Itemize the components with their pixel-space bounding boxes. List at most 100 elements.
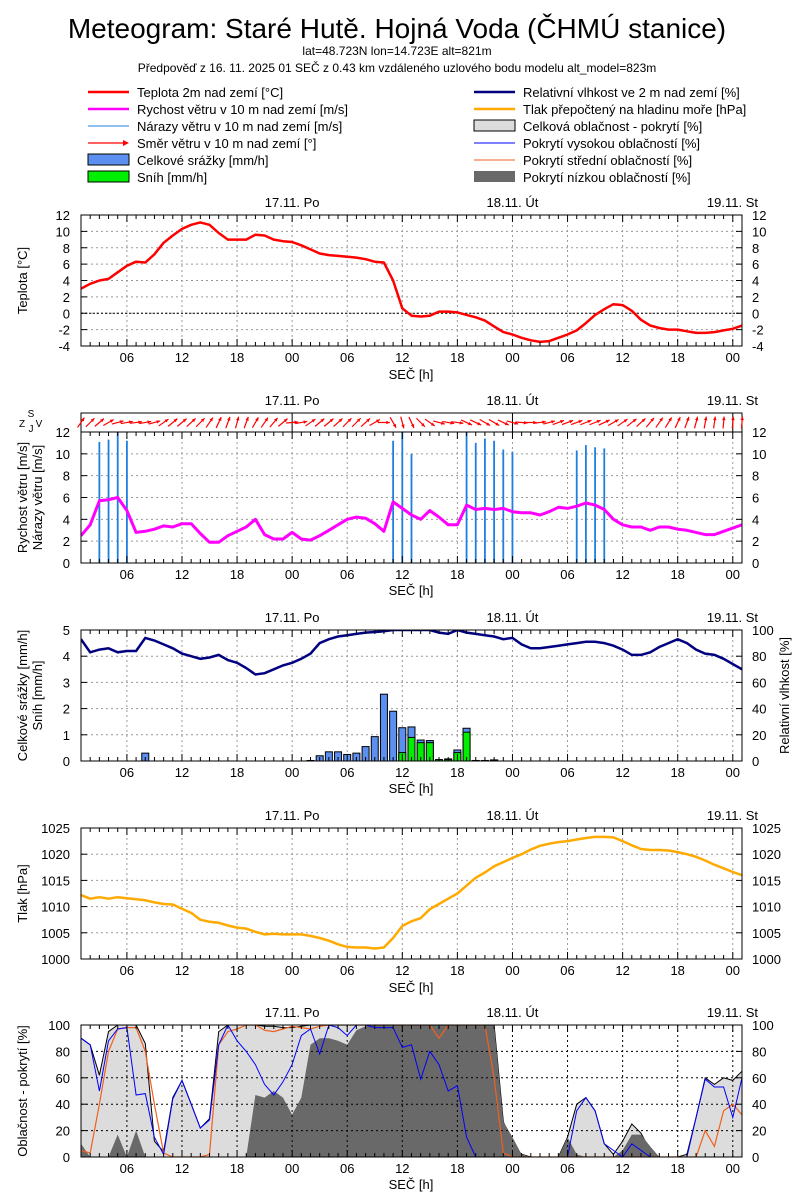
wind-arrow — [589, 419, 601, 426]
wind-arrow — [552, 419, 565, 426]
arrow-icon — [659, 417, 663, 422]
wind-arrow — [580, 419, 592, 426]
wind-arrow — [243, 416, 249, 429]
wind-arrow — [225, 416, 231, 429]
x-tick-label: 12 — [615, 350, 629, 365]
legend-item: Pokrytí střední oblačností [%] — [474, 153, 692, 168]
wind-arrow — [234, 416, 240, 429]
wind-arrow — [740, 416, 744, 429]
x-tick-label: 06 — [120, 350, 134, 365]
wind-arrow — [415, 417, 426, 428]
chart-title: Meteogram: Staré Hutě. Hojná Voda (ČHMÚ … — [68, 13, 726, 44]
y-tick-label: 1025 — [41, 821, 70, 836]
arrow-icon — [605, 419, 610, 424]
x-tick-label: 06 — [120, 963, 134, 978]
arrow-icon — [578, 420, 583, 424]
wind-arrow — [77, 417, 85, 428]
y-tick-label-right: 20 — [752, 1124, 766, 1139]
wind-arrow — [598, 419, 610, 426]
precip-bar — [324, 751, 333, 761]
y-tick-label-right: 60 — [752, 1071, 766, 1086]
x-tick-label: 00 — [285, 567, 299, 582]
y-tick-label-right: 40 — [752, 1097, 766, 1112]
arrow-icon — [459, 421, 464, 425]
arrow-icon — [467, 421, 472, 426]
wind-arrow — [497, 419, 509, 426]
y-axis-label: Sníh [mm/h] — [30, 660, 45, 730]
y-tick-label-right: 4 — [752, 274, 759, 289]
x-tick-label: 00 — [726, 350, 740, 365]
legend-swatch — [87, 153, 130, 166]
y-tick-label-right: 1010 — [752, 900, 781, 915]
wind-arrow — [176, 418, 187, 427]
arrow-icon — [311, 419, 316, 423]
x-tick-label: 06 — [560, 765, 574, 780]
legend-label: Nárazy větru v 10 m nad zemí [m/s] — [137, 119, 342, 134]
arrow-icon — [80, 417, 85, 422]
series-line — [81, 835, 742, 950]
day-label: 19.11. St — [707, 195, 758, 210]
arrow-icon — [495, 422, 500, 426]
legend-label: Pokrytí střední oblačností [%] — [523, 153, 692, 168]
y-axis-label: Tlak [hPa] — [15, 864, 30, 923]
legend-item: Tlak přepočtený na hladinu moře [hPa] — [474, 102, 746, 117]
x-tick-label: 00 — [285, 765, 299, 780]
compass-letter: Z — [19, 419, 25, 430]
wind-arrow — [433, 420, 445, 425]
legend-label: Celkové srážky [mm/h] — [137, 153, 268, 168]
forecast-info: Předpověď z 16. 11. 2025 01 SEČ z 0.43 k… — [138, 60, 657, 75]
arrow-icon — [283, 418, 288, 423]
y-tick-label: 60 — [56, 1071, 70, 1086]
arrow-icon — [632, 418, 637, 423]
y-tick-label-right: 80 — [752, 1044, 766, 1059]
x-tick-label: 06 — [340, 765, 354, 780]
y-axis-label-right: Relativní vlhkost [%] — [777, 637, 792, 754]
legend-label: Teplota 2m nad zemí [°C] — [137, 85, 283, 100]
plot-area — [81, 1025, 742, 1157]
precip-bar — [361, 746, 370, 761]
x-tick-label: 12 — [175, 765, 189, 780]
y-tick-label-right: -2 — [752, 323, 764, 338]
wind-arrow — [684, 416, 690, 429]
y-tick-label-right: 0 — [752, 306, 759, 321]
day-label: 18.11. Út — [487, 610, 539, 625]
wind-arrow — [674, 416, 681, 429]
arrow-icon — [614, 419, 619, 423]
x-tick-label: 06 — [560, 1161, 574, 1176]
y-tick-label-right: 1000 — [752, 952, 781, 967]
y-axis-label: Oblačnost - pokrytí [%] — [15, 1025, 30, 1157]
arrow-icon — [329, 418, 334, 423]
day-label: 19.11. St — [707, 393, 758, 408]
legend-label: Rychost větru v 10 m nad zemí [m/s] — [137, 102, 348, 117]
wind-arrow — [400, 416, 405, 429]
y-tick-label-right: 10 — [752, 447, 766, 462]
x-tick-label: 12 — [395, 765, 409, 780]
arrow-icon — [514, 421, 519, 425]
y-tick-label-right: 0 — [752, 556, 759, 571]
y-tick-label: 0 — [63, 556, 70, 571]
wind-arrow — [460, 419, 473, 426]
y-tick-label-right: 12 — [752, 425, 766, 440]
wind-arrow — [314, 418, 325, 427]
wind-arrow — [451, 421, 464, 425]
wind-arrow — [186, 418, 197, 427]
arrow-icon — [273, 417, 278, 422]
legend: Teplota 2m nad zemí [°C] Rychost větru v … — [87, 85, 746, 185]
arrow-icon — [138, 420, 143, 424]
x-tick-label: 12 — [615, 765, 629, 780]
y-tick-label-right: 20 — [752, 728, 766, 743]
legend-label: Pokrytí nízkou oblačností [%] — [523, 170, 691, 185]
y-tick-label: 4 — [63, 274, 70, 289]
x-tick-label: 06 — [120, 567, 134, 582]
day-label: 17.11. Po — [265, 610, 320, 625]
legend-item: Pokrytí vysokou oblačností [%] — [474, 136, 700, 151]
y-tick-label: 6 — [63, 491, 70, 506]
y-tick-label-right: 0 — [752, 754, 759, 769]
x-tick-label: 06 — [120, 1161, 134, 1176]
series-line — [81, 221, 742, 344]
arrow-icon — [218, 417, 222, 422]
y-tick-label: 2 — [63, 534, 70, 549]
y-tick-label: 10 — [56, 224, 70, 239]
x-tick-label: 18 — [450, 765, 464, 780]
